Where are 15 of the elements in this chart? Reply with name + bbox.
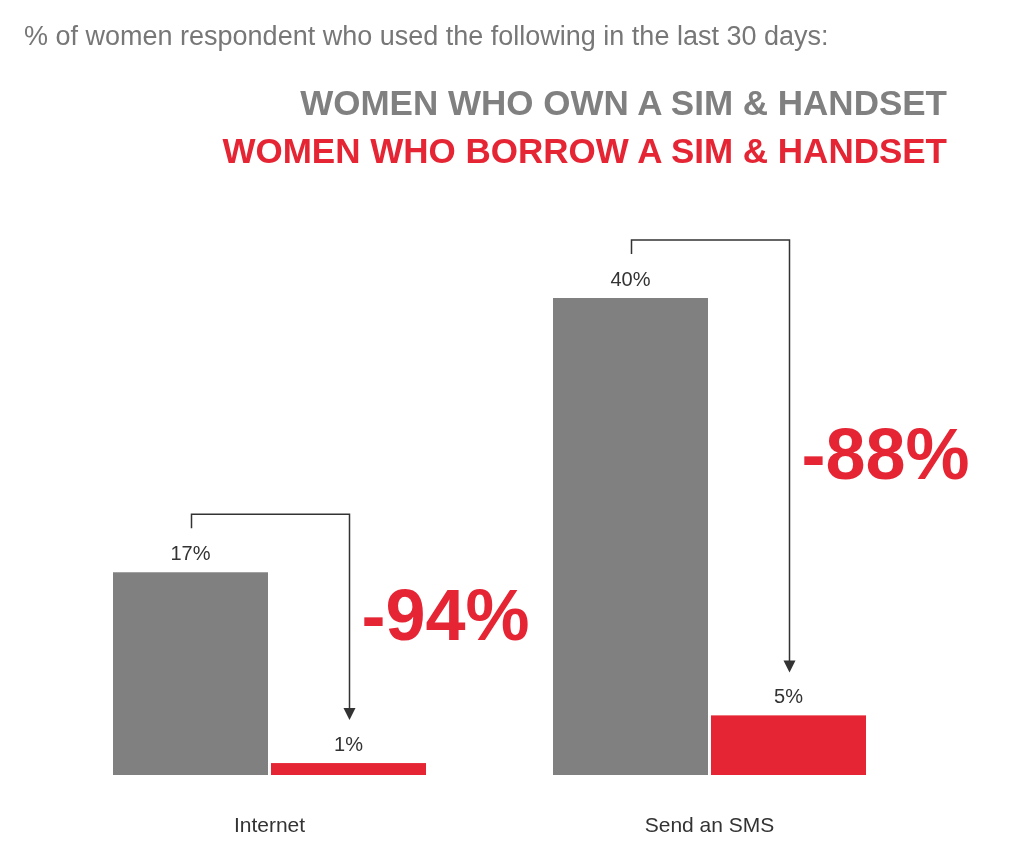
bar [711,715,866,775]
bar [113,572,268,775]
bar [553,298,708,775]
x-tick-label: Internet [233,813,306,836]
chart-title: % of women respondent who used the following in the last 30 days: [24,21,829,51]
data-label: 5% [774,685,804,708]
annotation: -94% [361,575,530,656]
x-tick-label: Send an SMS [644,813,775,836]
text: WOMEN WHO BORROW A SIM & HANDSET [222,131,947,170]
data-label: 40% [610,268,651,290]
text: WOMEN WHO OWN A SIM & HANDSET [300,83,947,122]
data-label: 17% [170,542,211,565]
data-label: 1% [334,733,364,756]
bar [271,763,426,775]
annotation: -88% [801,414,970,495]
